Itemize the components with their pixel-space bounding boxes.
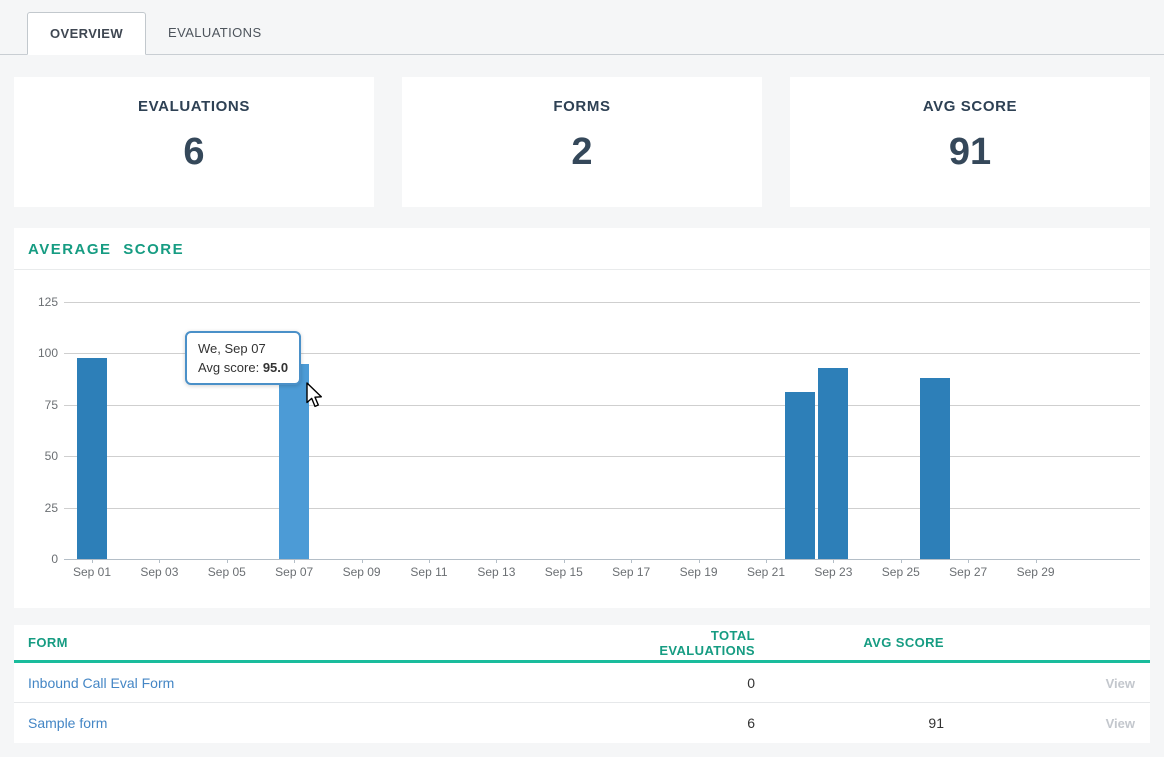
stat-value: 2	[571, 131, 593, 173]
gridline-y100	[64, 353, 1140, 355]
x-tick-label: Sep 23	[814, 565, 853, 579]
stat-cards: EVALUATIONS 6 FORMS 2 AVG SCORE 91	[14, 77, 1150, 207]
x-tick-mark	[900, 559, 902, 563]
form-link[interactable]: Inbound Call Eval Form	[28, 674, 175, 691]
stat-card-avg-score: AVG SCORE 91	[790, 77, 1150, 207]
x-tick-label: Sep 25	[881, 565, 920, 579]
view-link[interactable]: View	[1105, 716, 1135, 731]
gridline-y125	[64, 302, 1140, 303]
stat-card-forms: FORMS 2	[402, 77, 762, 207]
stat-label: AVG SCORE	[922, 98, 1018, 115]
x-tick-label: Sep 13	[477, 565, 516, 579]
column-header-avg-score: AVG SCORE	[863, 635, 944, 650]
y-tick-label: 75	[44, 397, 58, 412]
x-tick-mark	[766, 559, 767, 563]
x-tick-mark	[1035, 559, 1037, 563]
stat-label: FORMS	[553, 98, 611, 115]
view-link[interactable]: View	[1105, 675, 1135, 691]
x-tick-label: Sep 27	[949, 565, 988, 579]
x-axis-line	[64, 559, 1140, 560]
bar-sep-07[interactable]	[279, 363, 310, 559]
total-evaluations-cell: 0	[747, 674, 755, 691]
x-tick-label: Sep 19	[679, 565, 718, 579]
average-score-panel: AVERAGE SCORE We, Sep 07 Avg score: 95.0…	[14, 228, 1150, 608]
avg-score-cell: 91	[928, 715, 944, 731]
table-header-row: FORM TOTAL EVALUATIONS AVG SCORE	[14, 625, 1150, 660]
bar-sep-23[interactable]	[818, 367, 849, 559]
gridline-y75	[64, 404, 1140, 406]
x-tick-mark	[361, 559, 363, 563]
x-tick-label: Sep 09	[342, 565, 381, 579]
x-tick-label: Sep 29	[1016, 565, 1055, 579]
table-row: Sample form 6 91 View	[14, 703, 1150, 743]
table-row: Inbound Call Eval Form 0 View	[14, 663, 1150, 703]
gridline-y25	[64, 507, 1140, 509]
mouse-cursor-icon	[306, 382, 323, 408]
x-tick-label: Sep 01	[72, 565, 112, 579]
tab-bar: OVERVIEW EVALUATIONS	[0, 12, 1164, 55]
x-tick-mark	[159, 559, 161, 563]
table-header-divider	[14, 660, 1150, 663]
column-header-total-evaluations: TOTAL EVALUATIONS	[659, 627, 755, 658]
tooltip-score: Avg score: 95.0	[198, 360, 289, 375]
chart-plot: We, Sep 07 Avg score: 95.0 0 25 50 75 100 125…	[14, 270, 1150, 608]
x-tick-mark	[496, 559, 498, 563]
tab-overview[interactable]: OVERVIEW	[27, 12, 147, 55]
bar-sep-22[interactable]	[784, 392, 815, 559]
x-tick-label: Sep 07	[275, 565, 314, 579]
actions-cell: View	[1030, 715, 1150, 731]
x-tick-label: Sep 21	[746, 565, 786, 579]
x-tick-label: Sep 11	[410, 565, 448, 579]
bar-sep-01[interactable]	[77, 357, 107, 559]
panel-title: AVERAGE SCORE	[28, 241, 185, 258]
tab-evaluations[interactable]: EVALUATIONS	[168, 25, 262, 40]
stat-card-evaluations: EVALUATIONS 6	[14, 77, 374, 207]
actions-cell: View	[1030, 675, 1150, 691]
stat-value: 91	[948, 131, 992, 173]
column-header-form: FORM	[28, 635, 68, 650]
x-tick-label: Sep 05	[207, 565, 246, 579]
x-tick-mark	[698, 559, 700, 563]
y-tick-label: 50	[44, 449, 58, 464]
panel-header: AVERAGE SCORE	[14, 228, 1150, 270]
forms-table: FORM TOTAL EVALUATIONS AVG SCORE Inbound…	[14, 625, 1150, 743]
x-tick-mark	[833, 559, 835, 563]
y-tick-label: 100	[37, 346, 58, 361]
form-cell: Inbound Call Eval Form	[14, 675, 630, 691]
tooltip-score-value: 95.0	[262, 360, 289, 375]
x-tick-mark	[226, 559, 228, 563]
x-tick-mark	[968, 559, 970, 563]
stat-label: EVALUATIONS	[138, 98, 250, 115]
y-tick-label: 125	[37, 295, 58, 309]
bar-sep-26[interactable]	[919, 378, 950, 559]
chart-tooltip: We, Sep 07 Avg score: 95.0	[185, 331, 302, 385]
x-tick-label: Sep 17	[612, 565, 651, 579]
x-tick-mark	[429, 559, 430, 563]
x-tick-mark	[631, 559, 633, 563]
x-tick-mark	[563, 559, 565, 563]
gridline-y50	[64, 456, 1140, 458]
form-cell: Sample form	[14, 715, 630, 731]
total-evaluations-cell: 6	[747, 715, 755, 731]
y-tick-label: 0	[51, 552, 58, 566]
y-tick-label: 25	[44, 500, 58, 515]
x-tick-mark	[92, 559, 93, 563]
form-link[interactable]: Sample form	[28, 715, 108, 731]
x-tick-label: Sep 03	[140, 565, 179, 579]
table-body: Inbound Call Eval Form 0 View Sample form 6 9…	[14, 663, 1150, 743]
tooltip-date: We, Sep 07	[198, 341, 266, 356]
stat-value: 6	[183, 131, 205, 173]
x-tick-label: Sep 15	[544, 565, 583, 579]
x-tick-mark	[294, 559, 296, 563]
